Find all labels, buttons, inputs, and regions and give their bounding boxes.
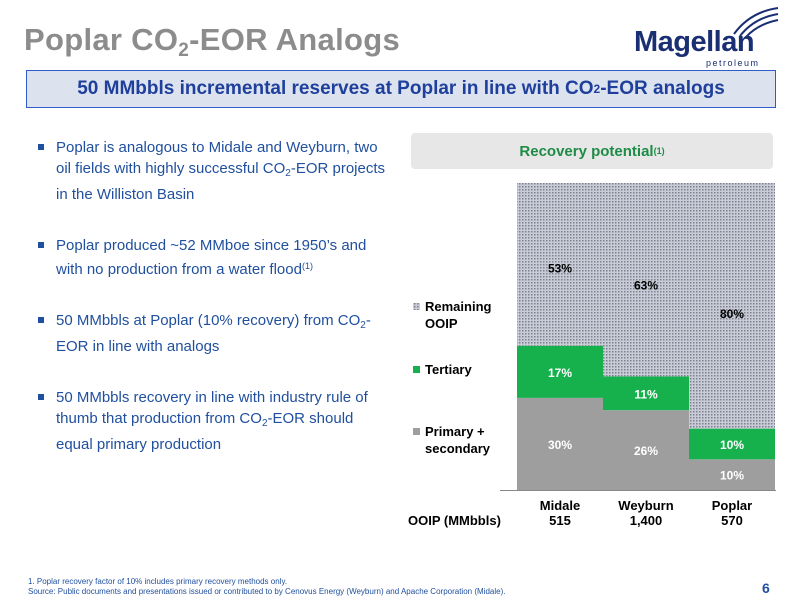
bar-weyburn-1 bbox=[603, 376, 689, 411]
legend-label: Tertiary bbox=[425, 362, 472, 377]
bar-midale-1 bbox=[517, 345, 603, 398]
legend-swatch bbox=[413, 303, 420, 310]
bar-weyburn-2 bbox=[603, 183, 689, 377]
data-label: 53% bbox=[548, 261, 572, 275]
logo-arcs-icon bbox=[733, 7, 779, 38]
legend-label: OOIP bbox=[425, 316, 458, 331]
footnote-1: 1. Poplar recovery factor of 10% include… bbox=[28, 577, 288, 586]
bullet-list: Poplar is analogous to Midale and Weybur… bbox=[38, 137, 388, 485]
x-tick-label: Weyburn bbox=[618, 498, 673, 513]
x-tick-value: 1,400 bbox=[630, 513, 663, 528]
data-label: 30% bbox=[548, 438, 572, 452]
data-label: 80% bbox=[720, 307, 744, 321]
footnotes: 1. Poplar recovery factor of 10% include… bbox=[28, 577, 505, 597]
data-label: 11% bbox=[634, 387, 658, 401]
bullet-item: 50 MMbbls recovery in line with industry… bbox=[38, 387, 388, 455]
bar-poplar-2 bbox=[689, 183, 775, 429]
bullet-item: 50 MMbbls at Poplar (10% recovery) from … bbox=[38, 310, 388, 357]
magellan-logo: Magellan petroleum bbox=[630, 6, 780, 70]
data-label: 10% bbox=[720, 438, 744, 452]
bullet-square-icon bbox=[38, 317, 44, 323]
bullet-item: Poplar produced ~52 MMboe since 1950’s a… bbox=[38, 235, 388, 280]
bullet-square-icon bbox=[38, 394, 44, 400]
bar-midale-0 bbox=[517, 397, 603, 490]
legend-label: Remaining bbox=[425, 299, 492, 314]
legend-swatch bbox=[413, 428, 420, 435]
legend-label: Primary + bbox=[425, 424, 485, 439]
bullet-square-icon bbox=[38, 242, 44, 248]
logo-subtitle: petroleum bbox=[706, 58, 760, 68]
bar-midale-2 bbox=[517, 183, 603, 346]
logo-word: Magellan bbox=[634, 26, 755, 58]
footnote-source: Source: Public documents and presentatio… bbox=[28, 587, 506, 596]
data-label: 63% bbox=[634, 278, 658, 292]
page-number: 6 bbox=[762, 580, 770, 596]
headline-banner: 50 MMbbls incremental reserves at Poplar… bbox=[26, 70, 776, 108]
legend-swatch bbox=[413, 366, 420, 373]
ooip-axis-label: OOIP (MMbbls) bbox=[408, 513, 501, 528]
x-tick-label: Poplar bbox=[712, 498, 752, 513]
x-tick-value: 570 bbox=[721, 513, 743, 528]
slide-title: Poplar CO2-EOR Analogs bbox=[24, 22, 401, 61]
x-tick-label: Midale bbox=[540, 498, 580, 513]
bar-poplar-1 bbox=[689, 428, 775, 460]
bar-poplar-0 bbox=[689, 459, 775, 490]
chart-title: Recovery potential (1) bbox=[411, 133, 773, 169]
bar-weyburn-0 bbox=[603, 410, 689, 490]
data-label: 17% bbox=[548, 366, 572, 380]
bullet-square-icon bbox=[38, 144, 44, 150]
data-label: 26% bbox=[634, 444, 658, 458]
x-tick-value: 515 bbox=[549, 513, 571, 528]
bullet-item: Poplar is analogous to Midale and Weybur… bbox=[38, 137, 388, 205]
legend-label: secondary bbox=[425, 441, 491, 456]
data-label: 10% bbox=[720, 469, 744, 483]
